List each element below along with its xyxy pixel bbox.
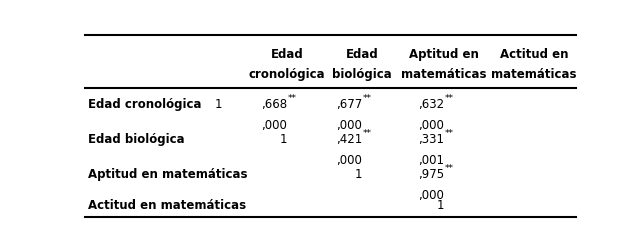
Text: matemáticas: matemáticas bbox=[401, 68, 487, 81]
Text: Edad biológica: Edad biológica bbox=[88, 132, 185, 145]
Text: Actitud en: Actitud en bbox=[500, 48, 568, 60]
Text: ,001: ,001 bbox=[418, 154, 444, 166]
Text: **: ** bbox=[363, 128, 372, 138]
Text: ,668: ,668 bbox=[261, 98, 287, 110]
Text: ,000: ,000 bbox=[261, 119, 287, 132]
Text: ,975: ,975 bbox=[418, 167, 444, 180]
Text: ,632: ,632 bbox=[418, 98, 444, 110]
Text: **: ** bbox=[445, 128, 454, 138]
Text: biológica: biológica bbox=[332, 68, 392, 81]
Text: Aptitud en matemáticas: Aptitud en matemáticas bbox=[88, 167, 248, 180]
Text: matemáticas: matemáticas bbox=[491, 68, 577, 81]
Text: Edad cronológica: Edad cronológica bbox=[88, 98, 201, 110]
Text: **: ** bbox=[445, 163, 454, 172]
Text: 1: 1 bbox=[280, 132, 287, 145]
Text: ,331: ,331 bbox=[418, 132, 444, 145]
Text: 1: 1 bbox=[437, 198, 444, 211]
Text: Aptitud en: Aptitud en bbox=[409, 48, 479, 60]
Text: **: ** bbox=[445, 94, 454, 103]
Text: Actitud en matemáticas: Actitud en matemáticas bbox=[88, 198, 246, 211]
Text: ,000: ,000 bbox=[336, 119, 362, 132]
Text: ,677: ,677 bbox=[336, 98, 362, 110]
Text: Edad: Edad bbox=[345, 48, 378, 60]
Text: cronológica: cronológica bbox=[249, 68, 325, 81]
Text: ,000: ,000 bbox=[419, 119, 444, 132]
Text: ,000: ,000 bbox=[419, 188, 444, 201]
Text: ,000: ,000 bbox=[336, 154, 362, 166]
Text: Edad: Edad bbox=[271, 48, 303, 60]
Text: **: ** bbox=[363, 94, 372, 103]
Text: **: ** bbox=[288, 94, 297, 103]
Text: ,421: ,421 bbox=[336, 132, 362, 145]
Text: 1: 1 bbox=[354, 167, 362, 180]
Text: 1: 1 bbox=[215, 98, 222, 110]
